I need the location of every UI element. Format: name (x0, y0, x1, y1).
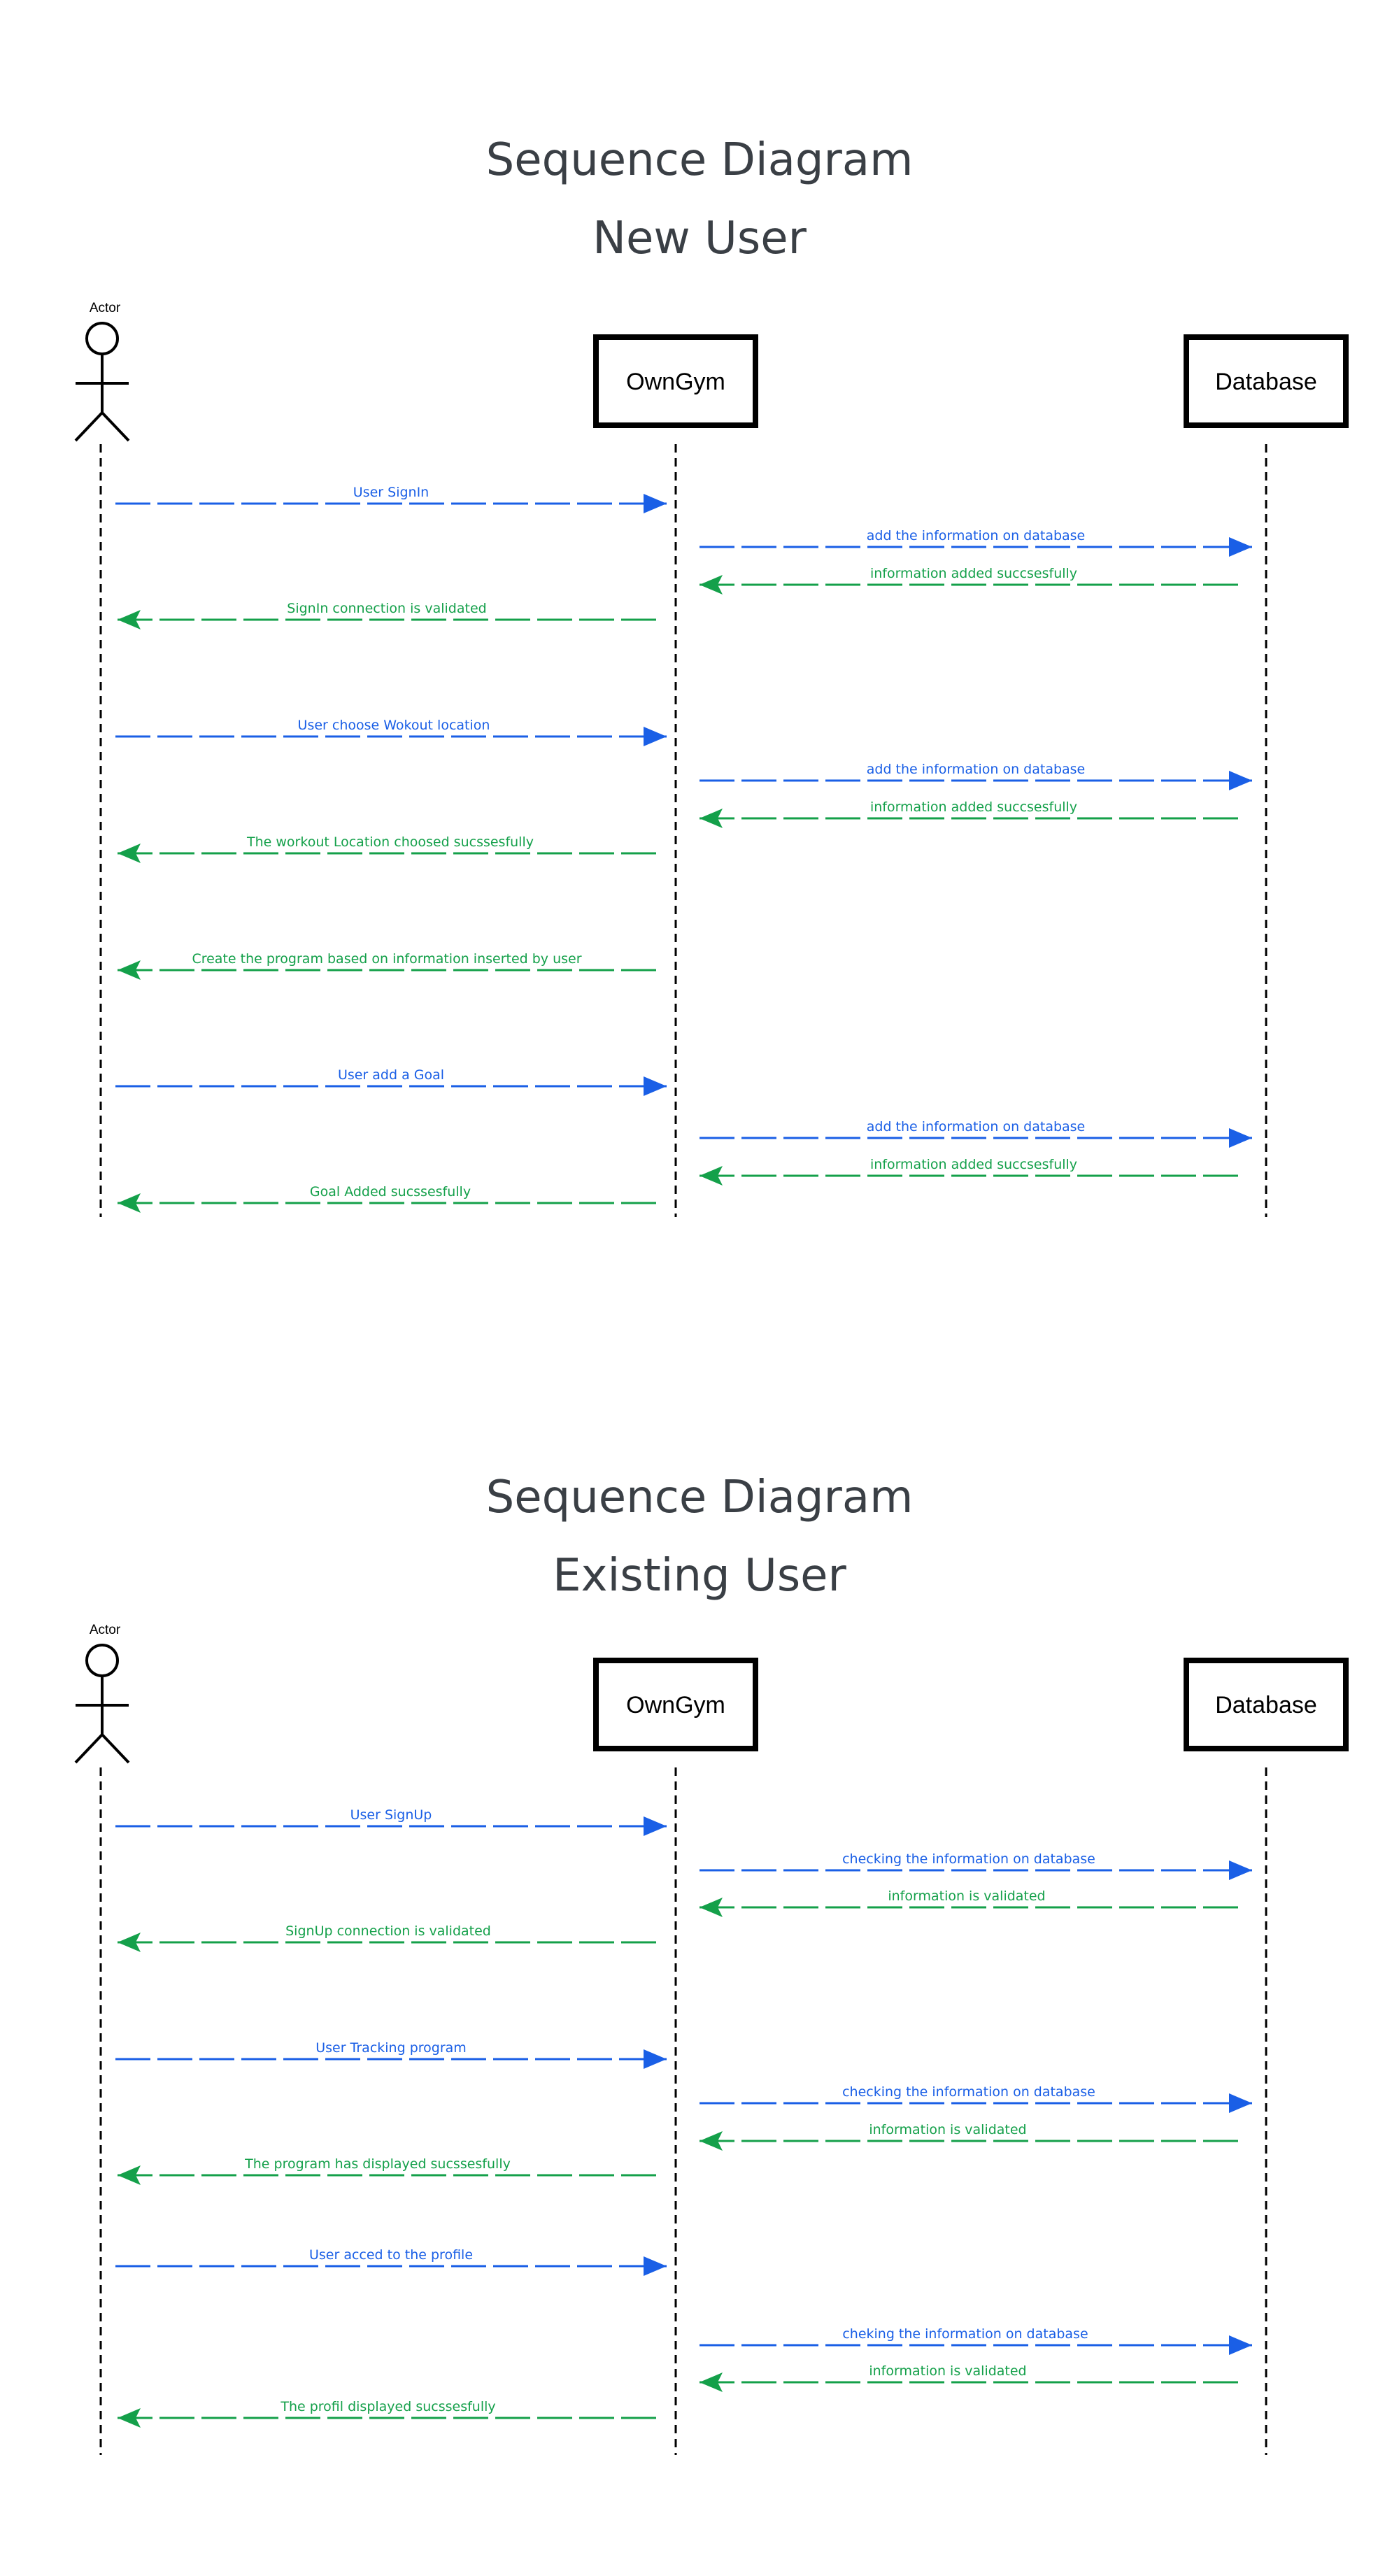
message-label: add the information on database (867, 528, 1086, 543)
message-label: information added succsesfully (870, 566, 1077, 581)
message: SignUp connection is validated (118, 1923, 659, 1952)
arrow-right-icon (1229, 1860, 1252, 1880)
diagram-new-user: Sequence Diagram New User Actor OwnGym D… (74, 134, 1349, 1217)
arrow-left-icon (118, 960, 141, 980)
message-label: checking the information on database (842, 2084, 1095, 2100)
arrow-right-icon (644, 494, 667, 513)
message-label: The program has displayed sucssesfully (244, 2156, 511, 2172)
message-label: The workout Location choosed sucssesfull… (246, 834, 534, 850)
message-label: User Tracking program (315, 2040, 467, 2056)
message-label: The profil displayed sucssesfully (280, 2399, 495, 2414)
message: add the information on database (700, 762, 1252, 790)
messages: User SignIn add the information on datab… (115, 485, 1252, 1213)
arrow-right-icon (644, 727, 667, 746)
message: checking the information on database (700, 2084, 1252, 2113)
arrow-left-icon (118, 610, 141, 629)
message: User Tracking program (115, 2040, 667, 2069)
message: add the information on database (700, 1119, 1252, 1148)
participant-owngym: OwnGym (593, 334, 758, 428)
message-label: information is validated (869, 2363, 1026, 2379)
message-label: User SignIn (353, 485, 429, 500)
arrow-right-icon (644, 2256, 667, 2276)
arrow-right-icon (1229, 537, 1252, 557)
diagram-subtitle: New User (592, 213, 807, 264)
arrow-right-icon (1229, 2093, 1252, 2113)
arrow-right-icon (644, 1816, 667, 1836)
message: The program has displayed sucssesfully (118, 2156, 659, 2185)
message-label: User acced to the profile (309, 2247, 473, 2263)
message: information added succsesfully (700, 799, 1242, 828)
message: User SignIn (115, 485, 667, 513)
message-label: add the information on database (867, 762, 1086, 777)
message-label: SignUp connection is validated (285, 1923, 491, 1939)
participant-label: OwnGym (626, 369, 725, 395)
diagram-existing-user: Sequence Diagram Existing User Actor Own… (74, 1472, 1349, 2455)
message: information is validated (700, 1888, 1242, 1917)
diagram-subtitle: Existing User (553, 1550, 846, 1602)
arrow-left-icon (700, 809, 723, 828)
arrow-left-icon (700, 2372, 723, 2392)
arrow-left-icon (700, 575, 723, 595)
message-label: cheking the information on database (842, 2326, 1088, 2342)
message: SignIn connection is validated (118, 601, 659, 629)
arrow-left-icon (118, 2408, 141, 2428)
message: User add a Goal (115, 1067, 667, 1096)
arrow-left-icon (700, 1898, 723, 1917)
arrow-right-icon (1229, 2335, 1252, 2355)
message: User choose Wokout location (115, 718, 667, 746)
message-label: checking the information on database (842, 1851, 1095, 1867)
message: User SignUp (115, 1807, 667, 1836)
message-label: information added succsesfully (870, 1157, 1077, 1172)
participant-owngym: OwnGym (593, 1658, 758, 1751)
participant-label: Database (1215, 1692, 1317, 1718)
actor-stick-figure-icon (74, 1644, 130, 1764)
actor-label: Actor (90, 1623, 121, 1637)
message-label: information is validated (888, 1888, 1045, 1904)
arrow-right-icon (644, 2049, 667, 2069)
message: cheking the information on database (700, 2326, 1252, 2355)
arrow-left-icon (118, 1933, 141, 1952)
arrow-right-icon (644, 1076, 667, 1096)
message-label: User choose Wokout location (298, 718, 490, 733)
message-label: User SignUp (350, 1807, 432, 1823)
actor-stick-figure-icon (74, 322, 130, 442)
message: Create the program based on information … (118, 951, 659, 980)
message: Goal Added sucssesfully (118, 1184, 659, 1213)
messages: User SignUp checking the information on … (115, 1807, 1252, 2428)
participant-label: Database (1215, 369, 1317, 395)
message-label: User add a Goal (338, 1067, 444, 1083)
diagram-title: Sequence Diagram (486, 134, 914, 186)
message: information added succsesfully (700, 1157, 1242, 1186)
participant-database: Database (1184, 334, 1349, 428)
participant-database: Database (1184, 1658, 1349, 1751)
arrow-left-icon (700, 1166, 723, 1186)
message: checking the information on database (700, 1851, 1252, 1880)
message-label: information is validated (869, 2122, 1026, 2137)
actor: Actor (74, 301, 130, 442)
message-label: information added succsesfully (870, 799, 1077, 815)
arrow-left-icon (118, 1193, 141, 1213)
message: information added succsesfully (700, 566, 1242, 595)
arrow-left-icon (118, 844, 141, 863)
participant-label: OwnGym (626, 1692, 725, 1718)
message: The workout Location choosed sucssesfull… (118, 834, 659, 863)
message-label: add the information on database (867, 1119, 1086, 1134)
message-label: Goal Added sucssesfully (310, 1184, 471, 1200)
actor: Actor (74, 1623, 130, 1764)
message: information is validated (700, 2363, 1242, 2392)
message: User acced to the profile (115, 2247, 667, 2276)
arrow-left-icon (700, 2131, 723, 2151)
actor-label: Actor (90, 301, 121, 315)
arrow-left-icon (118, 2165, 141, 2185)
message-label: Create the program based on information … (192, 951, 581, 967)
arrow-right-icon (1229, 1128, 1252, 1148)
message: information is validated (700, 2122, 1242, 2151)
message-label: SignIn connection is validated (287, 601, 486, 616)
diagram-title: Sequence Diagram (486, 1472, 914, 1523)
message: add the information on database (700, 528, 1252, 557)
message: The profil displayed sucssesfully (118, 2399, 659, 2428)
arrow-right-icon (1229, 771, 1252, 790)
